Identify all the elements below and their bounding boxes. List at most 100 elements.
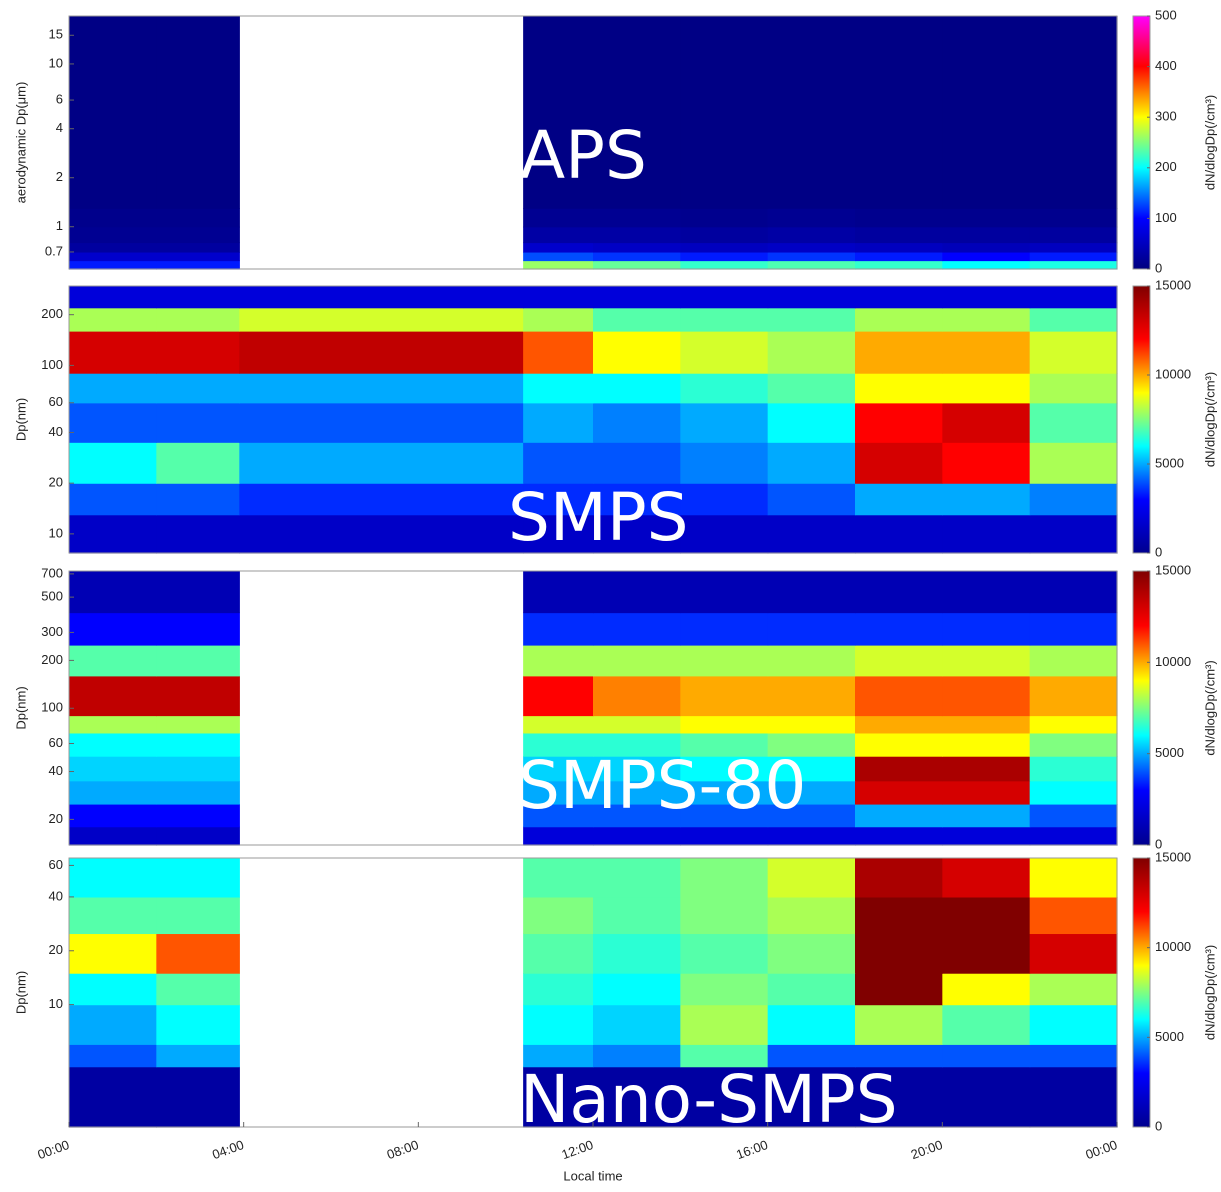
heat-cell xyxy=(767,973,856,1006)
heat-cell xyxy=(593,1066,681,1128)
heat-cell xyxy=(767,858,856,898)
heat-cell xyxy=(593,1044,681,1068)
y-tick-label: 1 xyxy=(56,218,63,233)
heat-cell xyxy=(156,16,240,209)
heat-cell xyxy=(523,896,594,935)
heat-cell xyxy=(69,514,157,554)
heat-cell xyxy=(680,1004,769,1045)
heat-cell xyxy=(593,226,681,244)
x-tick-label: 04:00 xyxy=(210,1137,246,1162)
heat-cell xyxy=(942,286,1031,309)
heat-cell xyxy=(942,373,1031,404)
heat-cell xyxy=(1029,307,1118,332)
y-tick-label: 4 xyxy=(56,120,63,135)
heat-cell xyxy=(156,226,240,244)
heat-cell xyxy=(942,612,1031,646)
heat-cell xyxy=(156,286,240,309)
heat-cell xyxy=(69,732,157,757)
heat-cell xyxy=(855,1066,943,1128)
y-tick-label: 300 xyxy=(41,624,63,639)
heat-cell xyxy=(855,307,943,332)
plot-frame xyxy=(68,15,1118,270)
heat-cell xyxy=(942,242,1031,253)
heat-cell xyxy=(156,732,240,757)
colorbar-tick-label: 5000 xyxy=(1155,1029,1184,1044)
heat-cell xyxy=(523,373,594,404)
heat-cell xyxy=(855,933,943,974)
heat-cell xyxy=(942,973,1031,1006)
colorbar xyxy=(1132,15,1151,270)
heat-cell xyxy=(69,1044,157,1068)
heat-cell xyxy=(680,1044,769,1068)
heat-cell xyxy=(680,251,769,262)
panel-label: SMPS xyxy=(508,479,689,556)
heat-cell xyxy=(523,933,594,974)
colorbar-tick-label: 10000 xyxy=(1155,939,1191,954)
heat-cell xyxy=(942,483,1031,516)
y-tick-label: 100 xyxy=(41,357,63,372)
colorbar-tick-label: 500 xyxy=(1155,7,1177,22)
heat-cell xyxy=(1029,208,1118,228)
heat-cell xyxy=(855,732,943,757)
heat-cell xyxy=(523,675,594,717)
heat-cell xyxy=(767,780,856,805)
heat-cell xyxy=(523,1066,594,1128)
heat-cell xyxy=(523,402,594,443)
heat-cell xyxy=(69,644,157,677)
heat-cell xyxy=(239,514,524,554)
heat-cell xyxy=(767,514,856,554)
heat-cell xyxy=(855,483,943,516)
heat-cell xyxy=(156,826,240,846)
heat-cell xyxy=(1029,612,1118,646)
heat-cell xyxy=(156,307,240,332)
heat-cell xyxy=(942,331,1031,374)
heat-cell xyxy=(855,973,943,1006)
heat-cell xyxy=(69,756,157,782)
heat-cell xyxy=(69,826,157,846)
heat-cell xyxy=(593,1004,681,1045)
heat-cell xyxy=(69,715,157,734)
heat-cell xyxy=(69,571,157,614)
heat-cell xyxy=(680,675,769,717)
heat-cell xyxy=(523,756,594,782)
y-tick-label: 60 xyxy=(49,857,63,872)
heat-cell xyxy=(523,780,594,805)
heat-cell xyxy=(1029,896,1118,935)
heat-cell xyxy=(767,715,856,734)
colorbar-label: dN/dlogDp(/cm³) xyxy=(1202,372,1217,467)
colorbar-tick-label: 5000 xyxy=(1155,745,1184,760)
heat-cell xyxy=(69,442,157,484)
heat-cell xyxy=(156,715,240,734)
heat-cell xyxy=(767,208,856,228)
heat-cell xyxy=(69,226,157,244)
y-tick-label: 10 xyxy=(49,996,63,1011)
heat-cell xyxy=(855,675,943,717)
heat-cell xyxy=(767,1044,856,1068)
heat-cell xyxy=(593,16,681,209)
heat-cell xyxy=(767,675,856,717)
heat-cell xyxy=(523,16,594,209)
heat-cell xyxy=(593,644,681,677)
heat-cell xyxy=(156,612,240,646)
heat-cell xyxy=(523,442,594,484)
heat-cell xyxy=(1029,803,1118,828)
heat-cell xyxy=(767,1004,856,1045)
heat-cell xyxy=(942,442,1031,484)
heat-cell xyxy=(156,756,240,782)
panel-label: APS xyxy=(520,117,647,194)
heat-cell xyxy=(523,826,594,846)
colorbar-tick-label: 10000 xyxy=(1155,366,1191,381)
heat-cell xyxy=(523,644,594,677)
heat-cell xyxy=(680,780,769,805)
heat-cell xyxy=(855,514,943,554)
heat-cell xyxy=(855,331,943,374)
heat-cell xyxy=(1029,973,1118,1006)
heat-cell xyxy=(942,1004,1031,1045)
heat-cell xyxy=(523,1044,594,1068)
heat-cell xyxy=(156,208,240,228)
y-tick-label: 500 xyxy=(41,589,63,604)
heat-cell xyxy=(239,331,524,374)
heat-cell xyxy=(1029,373,1118,404)
heat-cell xyxy=(523,732,594,757)
